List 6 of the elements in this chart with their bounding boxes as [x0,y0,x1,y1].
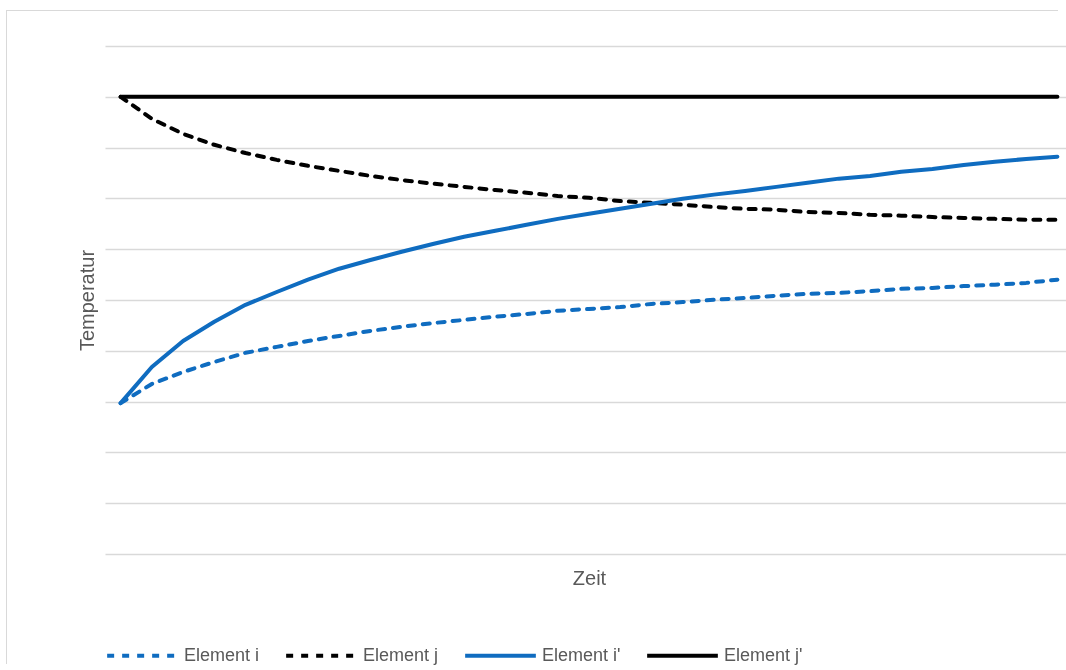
x-axis-title: Zeit [572,566,607,589]
legend-label: Element i [184,644,260,665]
legend-label: Element i' [542,644,621,665]
legend-label: Element j' [724,644,803,665]
legend-label: Element j [363,644,439,665]
y-axis-title: Temperatur [75,249,98,352]
